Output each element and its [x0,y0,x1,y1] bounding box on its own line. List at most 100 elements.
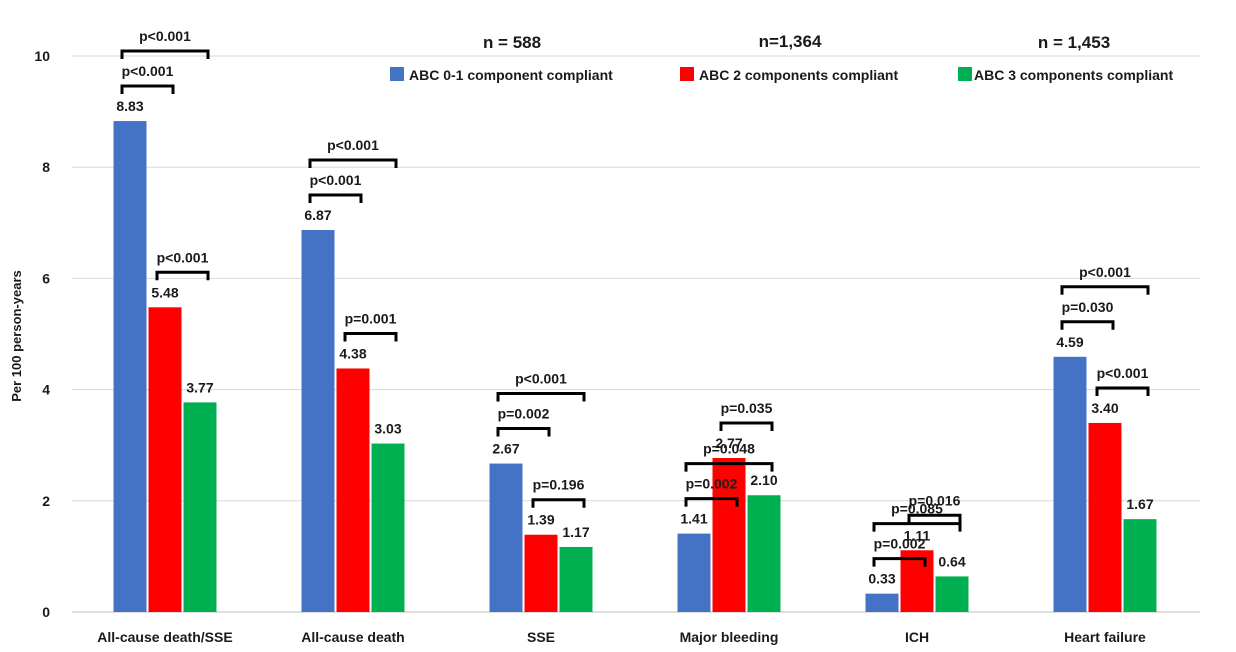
y-tick-label: 6 [42,270,50,286]
bar [183,402,217,612]
x-tick-label: All-cause death/SSE [97,629,232,645]
y-axis-label: Per 100 person-years [9,270,24,402]
p-value-label: p=0.085 [891,501,943,517]
bar [1053,356,1087,612]
x-tick-label: Heart failure [1064,629,1146,645]
legend-label: ABC 2 components compliant [699,67,898,83]
significance-brackets: p<0.001 p<0.001 p<0.001 p<0.001 p<0.001 p=0.0… [120,28,1150,567]
bar [524,534,558,612]
y-tick-label: 2 [42,493,50,509]
p-value-label: p<0.001 [157,249,209,265]
y-tick-label: 4 [42,382,50,398]
significance-bracket [343,331,398,342]
significance-bracket [496,427,551,437]
data-label: 3.40 [1091,400,1118,416]
value-labels: 8.83 5.48 3.77 6.87 4.38 3.03 2.67 1.39 1.17 1.41… [116,98,1153,587]
sample-size-label: n=1,364 [759,32,822,51]
data-label: 8.83 [116,98,143,114]
legend-swatch-red [680,67,694,81]
p-value-label: p<0.001 [1079,264,1131,280]
p-value-label: p<0.001 [327,137,379,153]
y-tick-label: 0 [42,604,50,620]
p-value-label: p<0.001 [310,172,362,188]
p-value-label: p=0.002 [686,476,738,492]
significance-bracket [155,270,210,281]
data-label: 3.03 [374,421,401,437]
gridlines [72,55,1200,613]
legend-label: ABC 3 components compliant [974,67,1173,83]
x-tick-label: SSE [527,629,555,645]
x-axis: All-cause death/SSE All-cause death SSE Maj… [97,629,1146,645]
data-label: 0.33 [868,571,895,587]
y-tick-label: 10 [34,48,50,64]
significance-bracket [1060,285,1150,295]
legend: ABC 0-1 component compliant ABC 2 compon… [390,67,1173,83]
significance-bracket [872,522,962,532]
data-label: 4.38 [339,345,366,361]
significance-bracket [120,84,175,95]
bar [559,546,593,612]
bar [900,550,934,612]
data-label: 1.67 [1126,496,1153,512]
bar [336,368,370,612]
p-value-label: p=0.030 [1062,299,1114,315]
data-label: 1.17 [562,524,589,540]
p-value-label: p=0.016 [909,492,961,508]
data-label: 1.39 [527,512,554,528]
bar [935,576,969,612]
bar [489,463,523,612]
data-label: 5.48 [151,284,178,300]
y-tick-label: 8 [42,159,50,175]
bar [712,457,746,612]
data-label: 3.77 [186,379,213,395]
bar [371,443,405,612]
significance-bracket [684,497,739,507]
significance-bracket [684,462,774,472]
data-label: 6.87 [304,207,331,223]
sample-size-label: n = 1,453 [1038,33,1110,52]
p-value-label: p=0.196 [533,477,585,493]
bar [677,533,711,612]
significance-bracket [1060,320,1115,330]
p-value-label: p<0.001 [122,63,174,79]
p-value-label: p<0.001 [515,371,567,387]
data-label: 2.10 [750,472,777,488]
data-label: 2.67 [492,441,519,457]
x-tick-label: Major bleeding [680,629,779,645]
bar [113,121,147,612]
bars [113,121,1157,612]
significance-bracket [719,421,774,431]
p-value-label: p=0.002 [498,406,550,422]
data-label: 4.59 [1056,334,1083,350]
x-tick-label: ICH [905,629,929,645]
bar [301,230,335,612]
significance-bracket [1095,386,1150,396]
significance-bracket [308,193,363,204]
p-value-label: p=0.002 [874,536,926,552]
data-label: 2.77 [715,435,742,451]
legend-swatch-blue [390,67,404,81]
data-label: 1.11 [904,527,931,543]
significance-bracket [907,513,962,524]
sample-size-label: n = 588 [483,33,541,52]
p-value-label: p<0.001 [139,28,191,44]
p-value-label: p<0.001 [1097,365,1149,381]
p-value-label: p=0.035 [721,400,773,416]
bar [1123,519,1157,612]
data-label: 1.41 [680,511,707,527]
x-tick-label: All-cause death [301,629,404,645]
bar [865,593,899,612]
significance-bracket [872,557,927,567]
data-label: 0.64 [938,553,965,569]
legend-label: ABC 0-1 component compliant [409,67,613,83]
significance-bracket [308,158,398,169]
bar [148,307,182,612]
p-value-label: p=0.001 [345,310,397,326]
significance-bracket [531,498,586,508]
y-axis: 0 2 4 6 8 10 [34,48,50,620]
sample-sizes: n = 588 n=1,364 n = 1,453 [483,32,1110,52]
p-value-label: p=0.048 [703,441,755,457]
significance-bracket [120,49,210,60]
significance-bracket [496,392,586,402]
